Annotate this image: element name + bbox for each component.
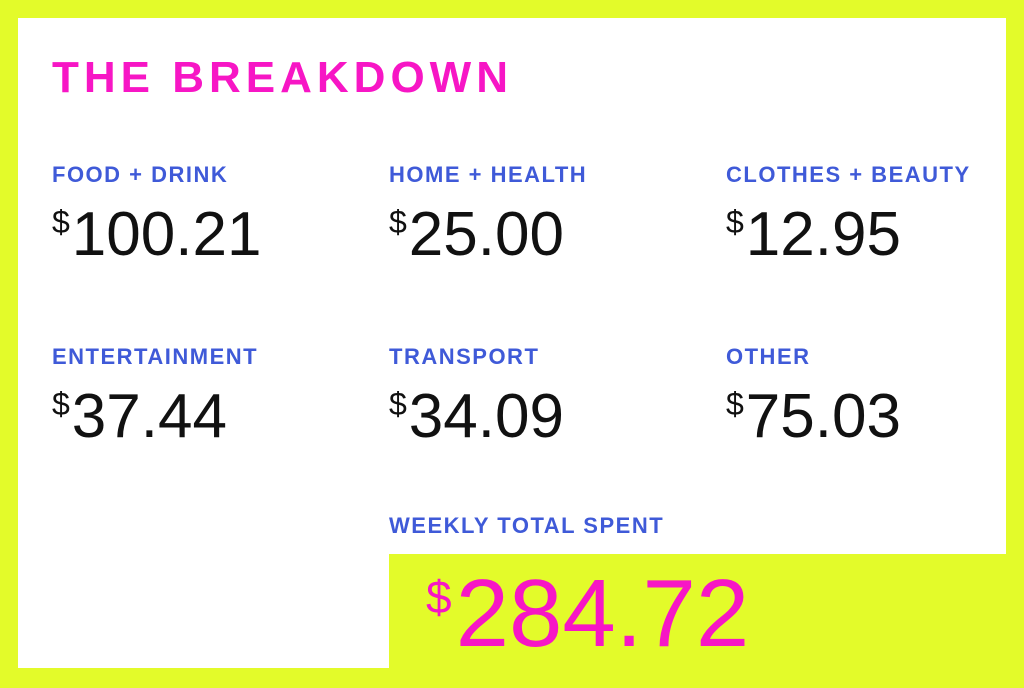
amount-value: 12.95 — [745, 200, 901, 269]
currency-symbol: $ — [52, 204, 70, 240]
amount-value: 25.00 — [408, 200, 564, 269]
currency-symbol: $ — [726, 204, 744, 240]
weekly-total-amount: $284.72 — [426, 566, 749, 662]
category-label-other: OTHER — [726, 344, 811, 369]
currency-symbol: $ — [389, 204, 407, 240]
weekly-total-label: WEEKLY TOTAL SPENT — [389, 513, 665, 538]
category-amount-entertainment: $37.44 — [52, 386, 227, 448]
amount-value: 100.21 — [71, 200, 262, 269]
category-label-clothes-beauty: CLOTHES + BEAUTY — [726, 162, 971, 187]
category-amount-clothes-beauty: $12.95 — [726, 204, 901, 266]
amount-value: 284.72 — [455, 560, 750, 667]
currency-symbol: $ — [426, 571, 452, 623]
amount-value: 75.03 — [745, 382, 901, 451]
amount-value: 34.09 — [408, 382, 564, 451]
total-highlight-block — [389, 554, 1024, 688]
category-label-food-drink: FOOD + DRINK — [52, 162, 229, 187]
category-label-entertainment: ENTERTAINMENT — [52, 344, 259, 369]
category-label-home-health: HOME + HEALTH — [389, 162, 588, 187]
category-amount-home-health: $25.00 — [389, 204, 564, 266]
currency-symbol: $ — [52, 386, 70, 422]
category-amount-other: $75.03 — [726, 386, 901, 448]
category-label-transport: TRANSPORT — [389, 344, 540, 369]
category-amount-transport: $34.09 — [389, 386, 564, 448]
category-amount-food-drink: $100.21 — [52, 204, 261, 266]
page-title: THE BREAKDOWN — [52, 53, 513, 102]
amount-value: 37.44 — [71, 382, 227, 451]
currency-symbol: $ — [726, 386, 744, 422]
currency-symbol: $ — [389, 386, 407, 422]
